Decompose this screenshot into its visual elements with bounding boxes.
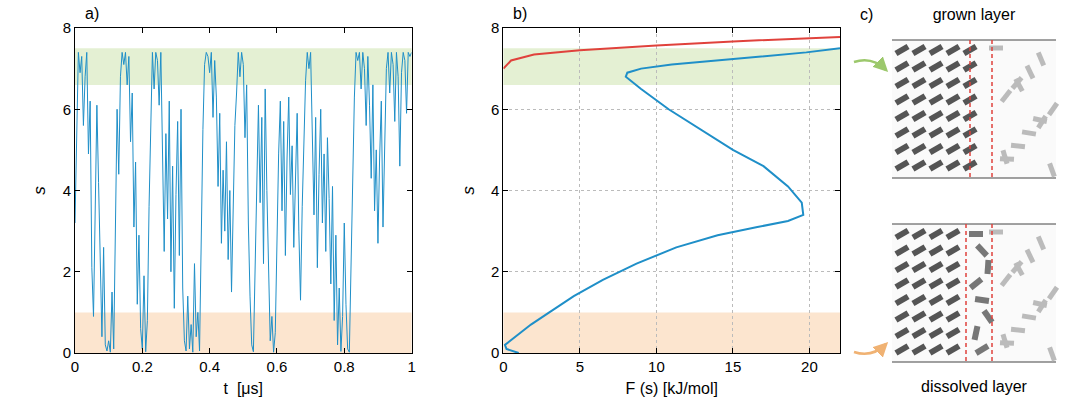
svg-text:8: 8 — [491, 19, 499, 36]
svg-text:a): a) — [85, 5, 99, 22]
svg-text:5: 5 — [576, 358, 584, 375]
svg-text:0: 0 — [63, 344, 71, 361]
svg-text:15: 15 — [725, 358, 742, 375]
svg-text:0.2: 0.2 — [132, 358, 153, 375]
svg-text:c): c) — [860, 6, 873, 23]
svg-text:0.8: 0.8 — [334, 358, 355, 375]
svg-text:2: 2 — [63, 263, 71, 280]
svg-text:4: 4 — [63, 182, 71, 199]
svg-text:1: 1 — [407, 358, 415, 375]
svg-text:dissolved layer: dissolved layer — [921, 378, 1028, 395]
svg-text:s: s — [30, 186, 49, 195]
svg-text:grown layer: grown layer — [933, 6, 1016, 23]
svg-text:8: 8 — [63, 19, 71, 36]
svg-text:0: 0 — [491, 344, 499, 361]
svg-text:0.6: 0.6 — [267, 358, 288, 375]
svg-text:4: 4 — [491, 182, 499, 199]
svg-text:0: 0 — [71, 358, 79, 375]
svg-text:b): b) — [513, 5, 527, 22]
svg-text:6: 6 — [491, 101, 499, 118]
svg-text:0: 0 — [499, 358, 507, 375]
svg-text:0.4: 0.4 — [199, 358, 220, 375]
svg-text:t [μs]: t [μs] — [224, 380, 263, 397]
svg-text:6: 6 — [63, 101, 71, 118]
svg-text:20: 20 — [801, 358, 818, 375]
svg-text:10: 10 — [648, 358, 665, 375]
svg-text:2: 2 — [491, 263, 499, 280]
svg-text:F (s) [kJ/mol]: F (s) [kJ/mol] — [625, 380, 717, 397]
svg-text:s: s — [459, 186, 478, 195]
